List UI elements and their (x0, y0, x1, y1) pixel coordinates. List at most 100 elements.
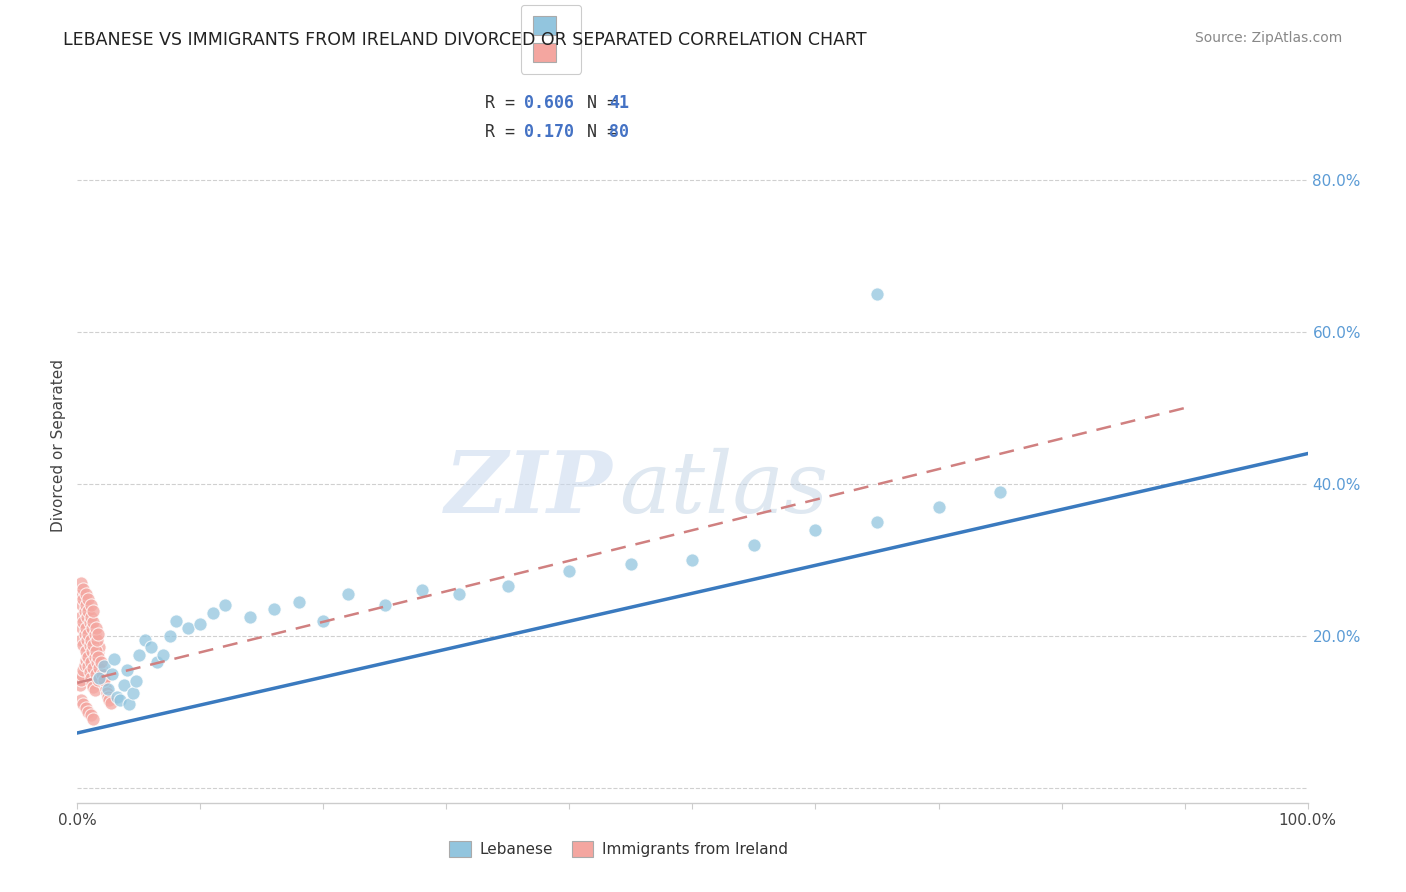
Point (72, 697, 94, 711)
Point (80, 632, 103, 647)
Point (84, 666, 107, 681)
Point (804, 523, 827, 537)
Text: 80: 80 (609, 123, 628, 141)
Point (70, 609, 93, 624)
Point (146, 656, 169, 670)
Text: N =: N = (567, 123, 627, 141)
Point (105, 690, 128, 704)
Point (87, 673, 110, 687)
Point (77, 627, 100, 641)
Point (79, 615, 101, 629)
Point (82, 644, 104, 658)
Point (70, 668, 93, 682)
Point (128, 648, 150, 662)
Point (94, 681, 117, 696)
Point (93, 677, 115, 691)
Point (214, 599, 236, 613)
Point (90, 666, 114, 681)
Point (558, 564, 581, 578)
Point (80, 609, 103, 624)
Point (75, 621, 97, 635)
Point (928, 500, 950, 514)
Point (90, 656, 112, 670)
Point (83, 627, 105, 641)
Y-axis label: Divorced or Separated: Divorced or Separated (51, 359, 66, 533)
Point (75, 653, 97, 667)
Point (82, 605, 104, 619)
Point (177, 621, 200, 635)
Point (70, 693, 93, 707)
Point (263, 602, 285, 616)
Point (72, 663, 94, 677)
Point (82, 661, 104, 675)
Point (866, 287, 889, 301)
Point (93, 659, 115, 673)
Point (201, 606, 224, 620)
Point (70, 632, 93, 647)
Point (75, 599, 97, 613)
Point (89, 640, 111, 655)
Point (82, 638, 104, 652)
Point (73, 657, 96, 672)
Point (76, 648, 98, 662)
Point (72, 615, 94, 629)
Point (337, 587, 360, 601)
Point (86, 656, 108, 670)
Point (80, 599, 103, 613)
Point (70, 673, 93, 687)
Text: atlas: atlas (619, 448, 828, 530)
Point (84, 621, 107, 635)
Point (82, 615, 104, 629)
Point (83, 650, 105, 665)
Point (70, 621, 93, 635)
Point (110, 693, 132, 707)
Point (125, 674, 148, 689)
Point (742, 538, 765, 552)
Point (75, 644, 97, 658)
Point (86, 650, 108, 665)
Point (620, 557, 643, 571)
Point (188, 617, 212, 632)
Point (82, 712, 104, 726)
Point (97, 681, 120, 696)
Point (112, 678, 135, 692)
Point (89, 671, 111, 685)
Point (374, 599, 396, 613)
Point (75, 701, 97, 715)
Point (411, 583, 433, 598)
Point (69, 678, 91, 692)
Text: N =: N = (567, 94, 627, 112)
Point (866, 515, 889, 529)
Text: Source: ZipAtlas.com: Source: ZipAtlas.com (1195, 31, 1343, 45)
Point (83, 683, 105, 698)
Point (79, 638, 101, 652)
Point (75, 587, 97, 601)
Point (141, 640, 163, 655)
Point (80, 671, 103, 685)
Point (73, 627, 96, 641)
Point (496, 579, 519, 593)
Point (90, 661, 112, 675)
Text: R =: R = (485, 123, 524, 141)
Point (87, 627, 110, 641)
Point (86, 632, 108, 647)
Text: R =: R = (485, 94, 524, 112)
Point (96, 686, 118, 700)
Point (80, 656, 103, 670)
Point (288, 594, 311, 608)
Point (87, 650, 110, 665)
Text: 41: 41 (609, 94, 628, 112)
Point (165, 614, 187, 628)
Point (77, 592, 100, 607)
Point (98, 693, 121, 707)
Point (76, 609, 98, 624)
Point (90, 666, 114, 681)
Point (80, 708, 103, 723)
Point (77, 659, 100, 673)
Point (87, 645, 110, 659)
Point (101, 666, 124, 681)
Point (89, 661, 111, 675)
Point (76, 632, 98, 647)
Point (159, 629, 181, 643)
Point (72, 638, 94, 652)
